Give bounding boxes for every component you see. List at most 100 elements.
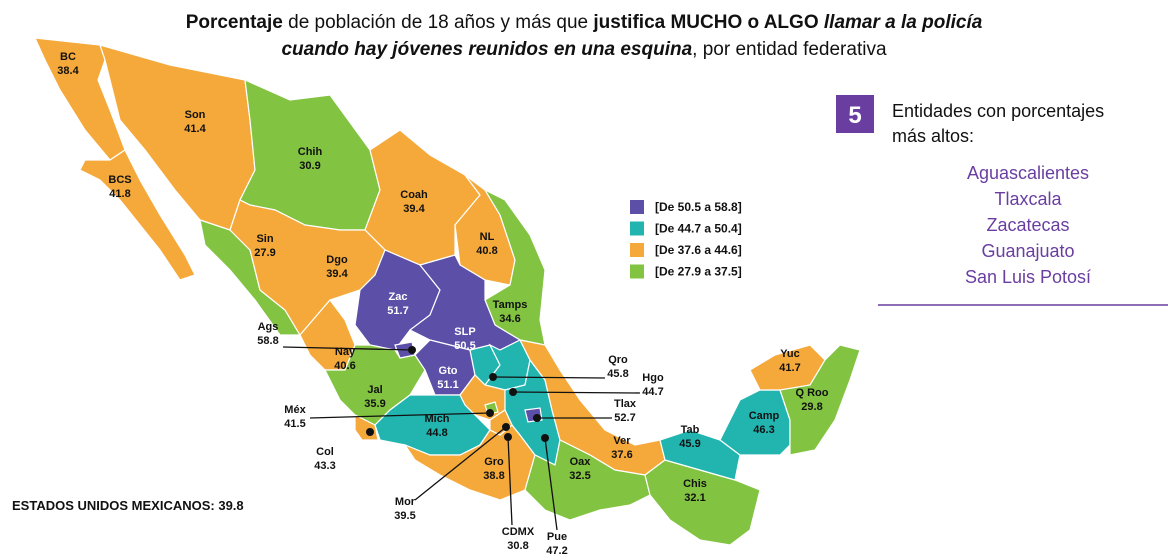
legend-swatch	[630, 221, 644, 236]
legend-swatch	[630, 243, 644, 257]
state-value: 50.5	[454, 340, 475, 352]
top-entity: San Luis Potosí	[965, 267, 1091, 287]
count-badge	[836, 95, 874, 133]
top-entity: Zacatecas	[986, 215, 1069, 235]
state-value: 32.1	[684, 492, 705, 504]
state	[364, 129, 481, 266]
state-value: 43.3	[314, 460, 335, 472]
state	[719, 389, 791, 456]
state-name: Gto	[439, 365, 458, 377]
title-part: llamar a la policía	[819, 12, 983, 33]
state-value: 30.8	[507, 540, 528, 552]
state-name: Ags	[258, 321, 279, 333]
state-name: Tlax	[614, 398, 637, 410]
state-value: 52.7	[614, 412, 635, 424]
top-heading: más altos:	[892, 126, 974, 146]
legend-label: [De 27.9 a 37.5]	[655, 265, 742, 279]
state-value: 39.5	[394, 510, 415, 522]
state-value: 45.9	[679, 438, 700, 450]
title-part: , por entidad federativa	[692, 39, 887, 60]
leader-line	[512, 391, 641, 394]
callout-dot	[509, 388, 517, 396]
legend-label: [De 37.6 a 44.6]	[655, 243, 742, 257]
state-value: 41.8	[109, 188, 130, 200]
map	[34, 37, 861, 546]
labels: BC 38.4 BCS 41.8 Son 41.4 Chih 30.9 Coah 39.4 NL 40…	[57, 51, 828, 557]
state-name: Dgo	[326, 254, 348, 266]
state-name: Coah	[400, 189, 428, 201]
title-part: de población de 18 años y más que	[283, 12, 594, 33]
title-line-2: cuando hay jóvenes reunidos en una esqui…	[281, 39, 887, 60]
callout-dot	[533, 414, 541, 422]
count: 5	[848, 102, 861, 129]
state-value: 39.4	[403, 203, 425, 215]
leader-line	[492, 376, 606, 379]
state-value: 41.7	[779, 362, 800, 374]
top-heading: Entidades con porcentajes	[892, 101, 1104, 121]
state-name: Mich	[424, 413, 449, 425]
callout-dot	[408, 346, 416, 354]
state-name: Q Roo	[796, 387, 829, 399]
state-name: Zac	[389, 291, 408, 303]
state-value: 27.9	[254, 247, 275, 259]
state-name: BC	[60, 51, 76, 63]
state	[659, 429, 741, 481]
leader-line	[309, 412, 491, 419]
state-name: Col	[316, 446, 334, 458]
state-value: 32.5	[569, 470, 590, 482]
callout-dot	[502, 423, 510, 431]
national-label: ESTADOS UNIDOS MEXICANOS:	[12, 498, 215, 513]
national: ESTADOS UNIDOS MEXICANOS: 39.8	[12, 498, 244, 513]
state-value: 51.1	[437, 379, 458, 391]
legend-label: [De 50.5 a 58.8]	[655, 200, 742, 214]
state-name: Méx	[284, 404, 306, 416]
state-name: Tamps	[493, 299, 528, 311]
state	[79, 149, 196, 281]
state-value: 41.5	[284, 418, 305, 430]
state-name: BCS	[108, 174, 131, 186]
leader-line	[282, 346, 413, 351]
state-value: 38.4	[57, 65, 79, 77]
top-entity: Aguascalientes	[967, 163, 1089, 183]
state-value: 39.4	[326, 268, 348, 280]
state-value: 46.3	[753, 424, 774, 436]
state-value: 38.8	[483, 470, 504, 482]
callout-dot	[366, 428, 374, 436]
title-line-1: Porcentaje de población de 18 años y más…	[186, 12, 983, 33]
state-name: Gro	[484, 456, 504, 468]
state-name: SLP	[454, 326, 475, 338]
state-name: Ver	[613, 435, 631, 447]
legend: [De 50.5 a 58.8] [De 44.7 a 50.4] [De 37.6…	[630, 200, 742, 279]
title-part: Porcentaje	[186, 12, 283, 33]
top-entity: Guanajuato	[981, 241, 1074, 261]
state-value: 30.9	[299, 160, 320, 172]
state-name: Qro	[608, 354, 628, 366]
state-value: 44.7	[642, 386, 663, 398]
state-name: Pue	[547, 531, 567, 543]
leader-line	[544, 437, 558, 531]
leader-line	[414, 426, 507, 501]
state-value: 45.8	[607, 368, 628, 380]
callout-dot	[489, 373, 497, 381]
legend-label: [De 44.7 a 50.4]	[655, 222, 742, 236]
callout-dot	[486, 409, 494, 417]
state-name: Hgo	[642, 372, 664, 384]
state-name: Camp	[749, 410, 780, 422]
state-value: 47.2	[546, 545, 567, 557]
state-name: CDMX	[502, 526, 535, 538]
state	[779, 344, 861, 456]
legend-swatch	[630, 264, 644, 279]
state-value: 40.8	[476, 245, 497, 257]
callout-dot	[541, 434, 549, 442]
state-name: NL	[480, 231, 495, 243]
state-value: 44.8	[426, 427, 447, 439]
state-name: Son	[185, 109, 206, 121]
state-name: Jal	[367, 384, 382, 396]
national-value: 39.8	[218, 498, 243, 513]
top-entity: Tlaxcala	[994, 189, 1062, 209]
state-value: 29.8	[801, 401, 822, 413]
state-name: Tab	[681, 424, 700, 436]
state-value: 41.4	[184, 123, 206, 135]
top-list: Aguascalientes Tlaxcala Zacatecas Guanajuat…	[965, 163, 1091, 287]
